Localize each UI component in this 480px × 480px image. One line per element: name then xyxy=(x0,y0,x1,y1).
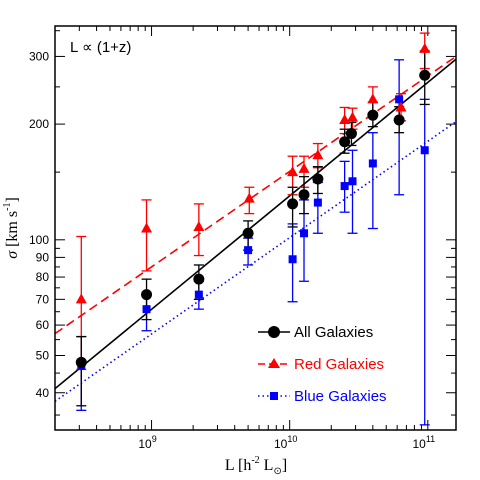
fit-line-blue-galaxies xyxy=(55,120,456,402)
legend-label-all: All Galaxies xyxy=(294,324,373,341)
y-tick-label: 90 xyxy=(36,250,50,264)
legend-marker-all xyxy=(268,326,280,338)
marker-red-galaxies xyxy=(367,93,379,104)
marker-all-galaxies xyxy=(287,198,299,210)
y-tick-label: 50 xyxy=(36,349,50,363)
y-label-close: ] xyxy=(4,197,21,202)
y-tick-label: 80 xyxy=(36,270,50,284)
marker-red-galaxies xyxy=(419,42,431,53)
marker-all-galaxies xyxy=(312,173,324,185)
marker-all-galaxies xyxy=(393,114,405,126)
legend-marker-blue xyxy=(270,392,278,400)
x-tick-exp: 9 xyxy=(152,434,157,444)
x-tick-base: 10 xyxy=(138,437,152,451)
legend: All Galaxies Red Galaxies Blue Galaxies xyxy=(258,324,387,405)
x-tick-exp: 10 xyxy=(287,434,297,444)
marker-all-galaxies xyxy=(339,136,351,148)
marker-all-galaxies xyxy=(193,273,205,285)
y-tick-label: 200 xyxy=(29,117,49,131)
x-label-close: ] xyxy=(282,457,287,474)
marker-red-galaxies xyxy=(298,162,310,173)
legend-entry-all: All Galaxies xyxy=(258,324,373,341)
data-markers xyxy=(75,42,431,370)
x-tick-base: 10 xyxy=(274,437,288,451)
marker-red-galaxies xyxy=(347,111,359,122)
marker-blue-galaxies xyxy=(348,177,357,186)
error-bars xyxy=(76,32,430,426)
y-axis-label: σ [km s-1] xyxy=(2,197,21,259)
marker-all-galaxies xyxy=(419,69,431,81)
marker-blue-galaxies xyxy=(244,246,253,255)
x-tick-label: 1011 xyxy=(412,434,435,451)
marker-red-galaxies xyxy=(287,166,299,177)
marker-blue-galaxies xyxy=(142,305,151,314)
plot-frame xyxy=(54,25,457,431)
legend-label-red: Red Galaxies xyxy=(294,356,384,373)
marker-red-galaxies xyxy=(243,192,255,203)
marker-blue-galaxies xyxy=(395,95,404,104)
legend-entry-red: Red Galaxies xyxy=(258,356,384,373)
legend-label-blue: Blue Galaxies xyxy=(294,388,387,405)
y-label-sigma: σ xyxy=(4,250,21,259)
x-tick-label: 109 xyxy=(138,434,156,451)
y-tick-label: 70 xyxy=(36,292,50,306)
marker-all-galaxies xyxy=(345,128,357,140)
marker-blue-galaxies xyxy=(368,159,377,168)
marker-blue-galaxies xyxy=(313,198,322,207)
marker-all-galaxies xyxy=(367,109,379,121)
marker-blue-galaxies xyxy=(300,229,309,238)
legend-marker-red xyxy=(268,358,280,368)
marker-all-galaxies xyxy=(141,289,153,301)
marker-all-galaxies xyxy=(242,227,254,239)
x-tick-exp: 11 xyxy=(426,434,435,444)
x-label-sym: L xyxy=(260,457,274,474)
marker-red-galaxies xyxy=(75,293,87,304)
marker-red-galaxies xyxy=(312,149,324,160)
y-label-exp: -1 xyxy=(2,203,13,211)
marker-blue-galaxies xyxy=(288,255,297,264)
fit-line-all-galaxies xyxy=(55,58,456,390)
y-tick-label: 60 xyxy=(36,318,50,332)
marker-blue-galaxies xyxy=(194,290,203,299)
marker-blue-galaxies xyxy=(420,146,429,155)
x-tick-base: 10 xyxy=(412,437,426,451)
y-tick-labels: 40 50 60 70 80 90 100 200 300 xyxy=(29,49,49,399)
y-tick-label: 100 xyxy=(29,233,49,247)
y-tick-label: 300 xyxy=(29,49,49,63)
x-tick-labels: 109 1010 1011 xyxy=(138,434,435,451)
marker-red-galaxies xyxy=(193,220,205,231)
x-tick-label: 1010 xyxy=(274,434,297,451)
y-tick-label: 40 xyxy=(36,386,50,400)
x-label-exp: -2 xyxy=(251,455,259,466)
legend-entry-blue: Blue Galaxies xyxy=(258,388,387,405)
y-label-main: [km s xyxy=(4,211,21,251)
tick-layer xyxy=(54,26,456,430)
annotation: L ∝ (1+z) xyxy=(70,39,131,56)
marker-all-galaxies xyxy=(75,356,87,368)
marker-all-galaxies xyxy=(298,189,310,201)
x-axis-label: L [h-2 L⊙] xyxy=(225,455,287,477)
marker-red-galaxies xyxy=(141,222,153,233)
x-label-main: L [h xyxy=(225,457,252,474)
x-label-sub: ⊙ xyxy=(273,466,281,477)
fit-line-red-galaxies xyxy=(55,55,456,335)
fit-lines xyxy=(55,55,456,402)
marker-blue-galaxies xyxy=(340,182,349,191)
marker-red-galaxies xyxy=(395,101,407,112)
